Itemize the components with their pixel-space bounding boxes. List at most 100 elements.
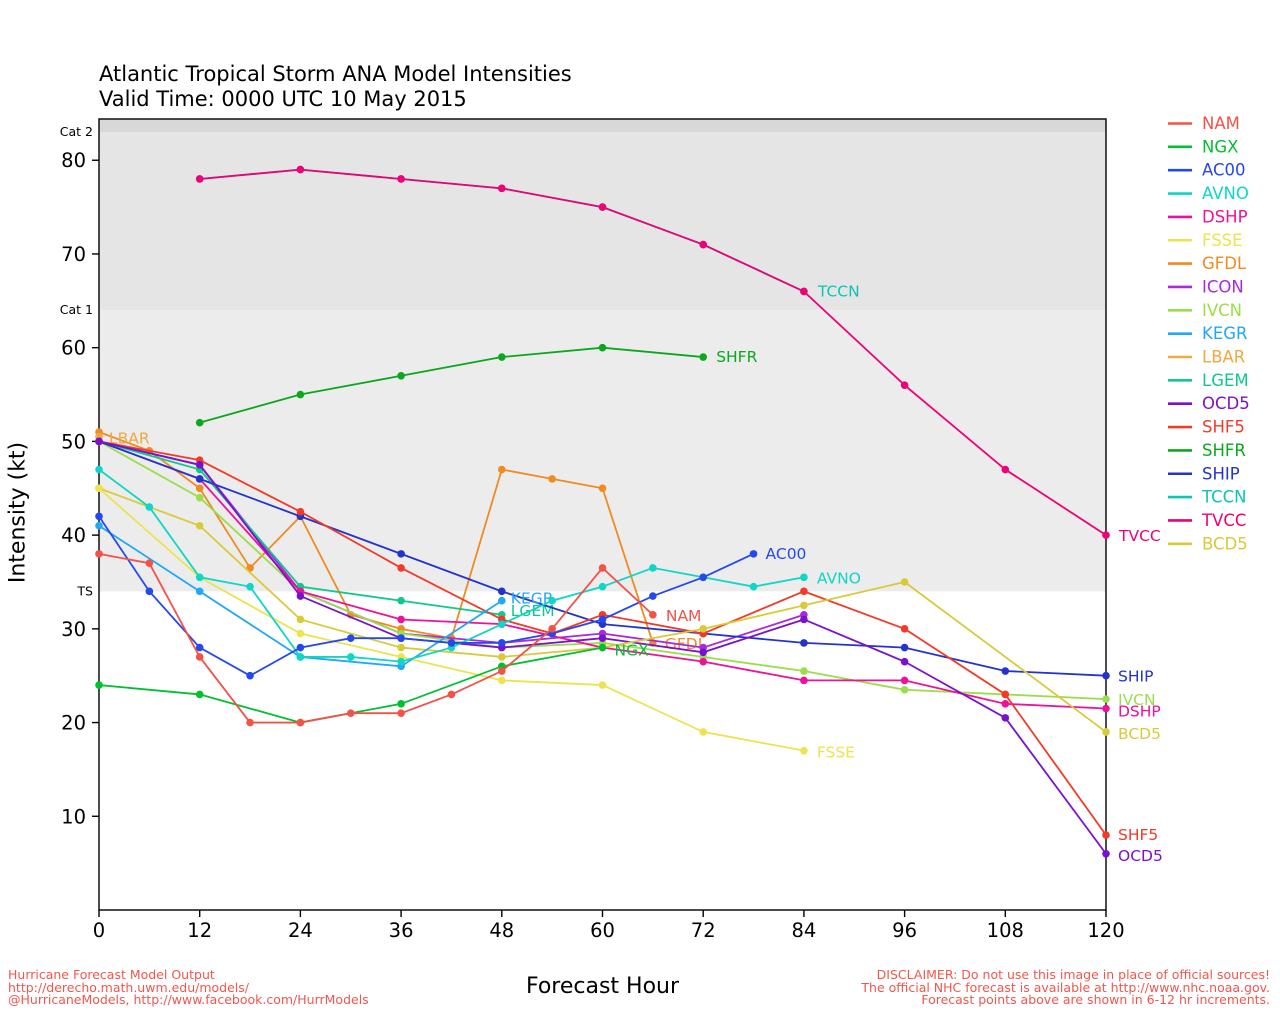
chart-title: Atlantic Tropical Storm ANA Model Intens… <box>99 62 572 86</box>
series-point-BCD5-h48 <box>498 653 506 661</box>
series-point-OCD5-h72 <box>699 648 707 657</box>
series-label-SHFR: SHFR <box>716 348 757 366</box>
y-axis-title: Intensity (kt) <box>5 441 31 584</box>
series-point-AC00-h30 <box>346 634 355 643</box>
series-point-NAM-h42 <box>447 690 456 699</box>
series-point-TVCC-h108 <box>1001 465 1010 474</box>
series-point-NAM-h30 <box>346 709 355 717</box>
x-tick-label-12: 12 <box>187 919 212 942</box>
series-point-SHF5-h24 <box>296 507 305 516</box>
legend-label-AVNO: AVNO <box>1202 184 1249 203</box>
legend-label-GFDL: GFDL <box>1202 254 1247 273</box>
series-point-DSHP-h84 <box>800 676 808 685</box>
series-point-SHF5-h108 <box>1001 690 1010 699</box>
series-point-SHF5-h120 <box>1102 831 1110 839</box>
legend-item-ICON: ICON <box>1168 277 1244 296</box>
legend-label-OCD5: OCD5 <box>1202 394 1250 413</box>
series-point-SHFR-h36 <box>397 371 405 380</box>
series-point-NAM-h60 <box>598 564 607 572</box>
series-point-DSHP-h108 <box>1001 700 1010 708</box>
legend-label-BCD5: BCD5 <box>1202 534 1248 553</box>
x-tick-label-36: 36 <box>389 919 414 942</box>
x-tick-label-60: 60 <box>590 919 615 942</box>
series-point-SHIP-h12 <box>195 475 204 483</box>
series-label-FSSE: FSSE <box>817 744 855 762</box>
x-tick-label-108: 108 <box>987 919 1024 942</box>
series-point-KEGR-h0 <box>95 521 103 530</box>
series-line-BCD5 <box>98 487 1107 733</box>
series-point-TVCC-h12 <box>195 175 204 183</box>
series-point-AVNO-h78 <box>749 582 758 591</box>
series-label-AC00: AC00 <box>766 545 807 563</box>
series-point-AC00-h24 <box>296 643 305 652</box>
footer-disclaimer: DISCLAIMER: Do not use this image in pla… <box>861 968 1270 1007</box>
series-point-AC00-h60 <box>598 615 607 624</box>
legend-label-KEGR: KEGR <box>1202 324 1248 343</box>
legend-item-LGEM: LGEM <box>1168 371 1249 390</box>
series-point-AC00-h78 <box>749 550 758 558</box>
legend-item-TVCC: TVCC <box>1168 511 1246 530</box>
series-point-NGX-h12 <box>195 690 204 699</box>
x-tick-label-72: 72 <box>691 919 716 942</box>
series-point-OCD5-h84 <box>800 615 808 624</box>
series-point-NAM-h24 <box>296 718 305 727</box>
series-point-OCD5-h12 <box>195 461 204 469</box>
series-point-FSSE-h24 <box>296 629 305 638</box>
y-tick-label-40: 40 <box>61 524 86 547</box>
series-point-SHIP-h120 <box>1102 671 1110 680</box>
legend-item-NGX: NGX <box>1168 137 1238 156</box>
series-line-GFDL <box>98 431 654 644</box>
series-point-SHF5-h36 <box>397 564 405 572</box>
legend-label-NAM: NAM <box>1202 114 1240 133</box>
series-point-AVNO-h30 <box>346 653 355 661</box>
series-line-SHF5 <box>98 440 1107 836</box>
series-label-LBAR: LBAR <box>109 430 150 448</box>
series-point-GFDL-h12 <box>195 484 204 493</box>
series-point-SHFR-h48 <box>498 353 506 361</box>
series-point-NGX-h0 <box>95 681 103 689</box>
series-point-SHFR-h60 <box>598 343 607 352</box>
legend-item-SHIP: SHIP <box>1168 464 1240 483</box>
series-label-TCCN: TCCN <box>817 282 860 300</box>
series-point-SHIP-h84 <box>800 639 808 647</box>
y-tick-label-20: 20 <box>61 712 86 735</box>
series-point-IVCN-h120 <box>1102 695 1110 703</box>
series-point-NAM-h48 <box>498 667 506 675</box>
series-point-SHFR-h72 <box>699 353 707 361</box>
chart-subtitle-valid-time: Valid Time: 0000 UTC 10 May 2015 <box>99 87 467 111</box>
footer-credit-social: @HurricaneModels, http://www.facebook.co… <box>8 992 369 1007</box>
series-point-NGX-h60 <box>598 643 607 652</box>
series-point-AVNO-h6 <box>145 503 154 511</box>
series-point-TVCC-h36 <box>397 175 405 183</box>
legend-item-AVNO: AVNO <box>1168 184 1249 203</box>
series-point-NAM-h54 <box>548 625 556 633</box>
series-point-OCD5-h108 <box>1001 714 1010 722</box>
series-point-TVCC-h72 <box>699 240 707 249</box>
y-tick-label-70: 70 <box>61 243 86 266</box>
series-point-NGX-h36 <box>397 700 405 708</box>
series-point-SHFR-h12 <box>195 418 204 427</box>
series-point-FSSE-h48 <box>498 676 506 685</box>
series-point-NAM-h12 <box>195 653 204 661</box>
series-point-IVCN-h84 <box>800 667 808 675</box>
legend-item-BCD5: BCD5 <box>1168 534 1248 553</box>
series-label-IVCN: IVCN <box>1118 691 1156 709</box>
series-point-DSHP-h96 <box>900 676 909 685</box>
legend-label-SHF5: SHF5 <box>1202 418 1245 437</box>
legend-label-FSSE: FSSE <box>1202 231 1243 250</box>
y-tick-label-60: 60 <box>61 337 86 360</box>
legend-item-GFDL: GFDL <box>1168 254 1247 273</box>
legend-label-LGEM: LGEM <box>1202 371 1249 390</box>
series-point-BCD5-h96 <box>900 578 909 586</box>
series-line-SHFR <box>199 346 704 424</box>
legend-item-KEGR: KEGR <box>1168 324 1248 343</box>
x-tick-label-84: 84 <box>791 919 816 942</box>
legend-label-SHFR: SHFR <box>1202 441 1246 460</box>
legend-item-SHF5: SHF5 <box>1168 418 1245 437</box>
series-point-AVNO-h60 <box>598 582 607 591</box>
series-label-OCD5: OCD5 <box>1118 847 1163 865</box>
series-label-TVCC: TVCC <box>1118 527 1161 545</box>
footer-credit-url: http://derecho.math.uwm.edu/models/ <box>8 979 250 995</box>
